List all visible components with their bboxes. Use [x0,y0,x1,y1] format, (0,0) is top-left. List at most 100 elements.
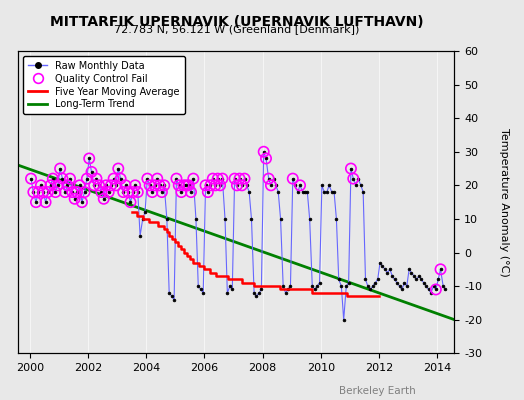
Quality Control Fail [124,189,133,195]
Quality Control Fail [160,182,168,188]
Quality Control Fail [174,182,183,188]
Quality Control Fail [39,189,48,195]
Quality Control Fail [153,176,161,182]
Quality Control Fail [63,182,72,188]
Raw Monthly Data [28,176,34,181]
Quality Control Fail [102,182,110,188]
Raw Monthly Data [442,287,449,292]
Quality Control Fail [58,176,67,182]
Five Year Moving Average [376,294,382,298]
Raw Monthly Data [161,183,167,188]
Five Year Moving Average [344,294,350,298]
Quality Control Fail [131,182,139,188]
Quality Control Fail [177,189,185,195]
Five Year Moving Average [128,210,135,215]
Quality Control Fail [61,189,69,195]
Quality Control Fail [347,165,355,172]
Quality Control Fail [56,165,64,172]
Raw Monthly Data [149,190,156,194]
Quality Control Fail [204,189,212,195]
Quality Control Fail [128,189,137,195]
Quality Control Fail [231,176,239,182]
Quality Control Fail [432,286,440,293]
Quality Control Fail [34,189,42,195]
Quality Control Fail [156,182,164,188]
Quality Control Fail [27,176,35,182]
Quality Control Fail [262,155,270,162]
Quality Control Fail [241,176,249,182]
Quality Control Fail [289,176,297,182]
Quality Control Fail [267,182,275,188]
Raw Monthly Data [275,190,281,194]
Quality Control Fail [209,176,217,182]
Raw Monthly Data [215,176,221,181]
Quality Control Fail [349,176,357,182]
Quality Control Fail [107,182,115,188]
Y-axis label: Temperature Anomaly (°C): Temperature Anomaly (°C) [499,128,509,276]
Quality Control Fail [436,266,445,272]
Quality Control Fail [78,199,86,205]
Quality Control Fail [180,182,188,188]
Quality Control Fail [95,182,103,188]
Quality Control Fail [119,189,127,195]
Quality Control Fail [46,182,54,188]
Quality Control Fail [70,196,79,202]
Raw Monthly Data [59,176,66,181]
Quality Control Fail [29,189,38,195]
Quality Control Fail [184,182,193,188]
Quality Control Fail [211,182,220,188]
Quality Control Fail [143,176,151,182]
Quality Control Fail [233,182,241,188]
Quality Control Fail [187,189,195,195]
Text: 72.783 N, 56.121 W (Greenland [Denmark]): 72.783 N, 56.121 W (Greenland [Denmark]) [114,24,359,34]
Quality Control Fail [172,176,181,182]
Quality Control Fail [189,176,198,182]
Quality Control Fail [51,189,60,195]
Quality Control Fail [206,182,215,188]
Title: MITTARFIK UPERNAVIK (UPERNAVIK LUFTHAVN): MITTARFIK UPERNAVIK (UPERNAVIK LUFTHAVN) [50,15,423,29]
Quality Control Fail [88,169,96,175]
Quality Control Fail [201,182,210,188]
Five Year Moving Average [248,280,254,285]
Legend: Raw Monthly Data, Quality Control Fail, Five Year Moving Average, Long-Term Tren: Raw Monthly Data, Quality Control Fail, … [23,56,184,114]
Quality Control Fail [43,189,52,195]
Quality Control Fail [97,189,106,195]
Quality Control Fail [80,189,89,195]
Quality Control Fail [216,182,224,188]
Quality Control Fail [100,196,108,202]
Raw Monthly Data [260,149,267,154]
Five Year Moving Average [338,290,344,295]
Quality Control Fail [68,189,77,195]
Quality Control Fail [53,182,62,188]
Quality Control Fail [83,176,91,182]
Quality Control Fail [112,182,120,188]
Line: Five Year Moving Average: Five Year Moving Average [132,212,379,296]
Quality Control Fail [41,199,50,205]
Five Year Moving Average [318,290,324,295]
Quality Control Fail [37,182,45,188]
Quality Control Fail [146,182,154,188]
Quality Control Fail [218,176,226,182]
Quality Control Fail [104,189,113,195]
Quality Control Fail [296,182,304,188]
Line: Raw Monthly Data: Raw Monthly Data [30,150,447,321]
Quality Control Fail [75,182,84,188]
Raw Monthly Data [341,317,347,322]
Quality Control Fail [114,165,123,172]
Quality Control Fail [92,176,101,182]
Quality Control Fail [182,182,191,188]
Quality Control Fail [126,199,135,205]
Five Year Moving Average [134,213,140,218]
Quality Control Fail [134,189,142,195]
Five Year Moving Average [155,223,161,228]
Quality Control Fail [73,189,81,195]
Quality Control Fail [85,155,93,162]
Quality Control Fail [32,199,40,205]
Quality Control Fail [90,182,99,188]
Five Year Moving Average [140,216,146,221]
Quality Control Fail [122,182,130,188]
Quality Control Fail [150,182,159,188]
Quality Control Fail [116,176,125,182]
Quality Control Fail [66,176,74,182]
Quality Control Fail [235,176,244,182]
